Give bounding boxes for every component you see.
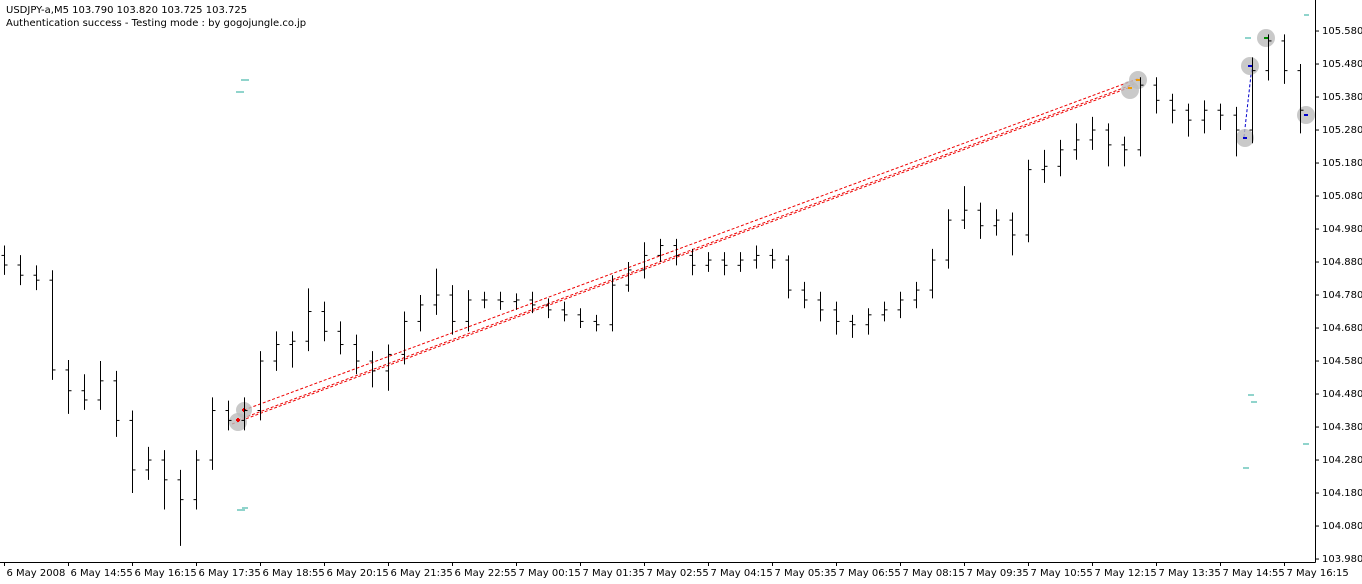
x-tick-label: 7 May 14:55: [1223, 568, 1285, 579]
trade-line: [231, 87, 1129, 425]
x-tick-label: 7 May 09:35: [967, 568, 1029, 579]
x-tick-label: 7 May 05:35: [775, 568, 837, 579]
y-tick-label: 104.280: [1322, 455, 1362, 466]
x-tick-label: 6 May 21:35: [391, 568, 453, 579]
x-tick-label: 7 May 10:55: [1031, 568, 1093, 579]
chart-title: USDJPY-a,M5 103.790 103.820 103.725 103.…: [6, 5, 247, 16]
y-tick-label: 105.580: [1322, 26, 1362, 37]
y-tick-label: 104.980: [1322, 224, 1362, 235]
y-tick-label: 105.180: [1322, 158, 1362, 169]
trade-line: [243, 77, 1141, 411]
chart-subtitle: Authentication success - Testing mode : …: [6, 18, 306, 29]
y-tick-label: 103.980: [1322, 554, 1362, 565]
x-tick-label: 6 May 22:55: [455, 568, 517, 579]
y-tick-label: 105.280: [1322, 125, 1362, 136]
level-dash: [236, 14, 1309, 511]
x-tick-label: 6 May 17:35: [199, 568, 261, 579]
y-tick-label: 104.180: [1322, 488, 1362, 499]
trade-arrow: [236, 408, 246, 422]
x-tick-label: 7 May 12:15: [1095, 568, 1157, 579]
x-tick-label: 7 May 06:55: [839, 568, 901, 579]
x-tick-label: 6 May 16:15: [135, 568, 197, 579]
x-tick-label: 7 May 02:55: [647, 568, 709, 579]
x-tick-label: 7 May 01:35: [583, 568, 645, 579]
trade-line: [237, 83, 1135, 421]
x-tick-label: 7 May 00:15: [519, 568, 581, 579]
y-tick-label: 104.480: [1322, 389, 1362, 400]
trade-arrow: [1243, 65, 1308, 139]
x-tick-label: 6 May 18:55: [263, 568, 325, 579]
y-tick-label: 104.880: [1322, 257, 1362, 268]
y-tick-label: 104.680: [1322, 323, 1362, 334]
y-tick-label: 104.780: [1322, 290, 1362, 301]
x-tick-label: 7 May 16:15: [1287, 568, 1349, 579]
x-tick-label: 6 May 14:55: [71, 568, 133, 579]
x-tick-label: 7 May 13:35: [1159, 568, 1221, 579]
y-tick-label: 105.480: [1322, 59, 1362, 70]
x-tick-label: 6 May 2008: [7, 568, 66, 579]
trade-arrow: [1128, 79, 1140, 89]
y-tick-label: 105.080: [1322, 191, 1362, 202]
trade-line: [1243, 65, 1253, 138]
x-tick-label: 6 May 20:15: [327, 568, 389, 579]
x-tick-label: 7 May 08:15: [903, 568, 965, 579]
y-tick-label: 104.580: [1322, 356, 1362, 367]
y-tick-label: 104.080: [1322, 521, 1362, 532]
y-tick-label: 104.380: [1322, 422, 1362, 433]
x-tick-label: 7 May 04:15: [711, 568, 773, 579]
y-tick-label: 105.380: [1322, 92, 1362, 103]
